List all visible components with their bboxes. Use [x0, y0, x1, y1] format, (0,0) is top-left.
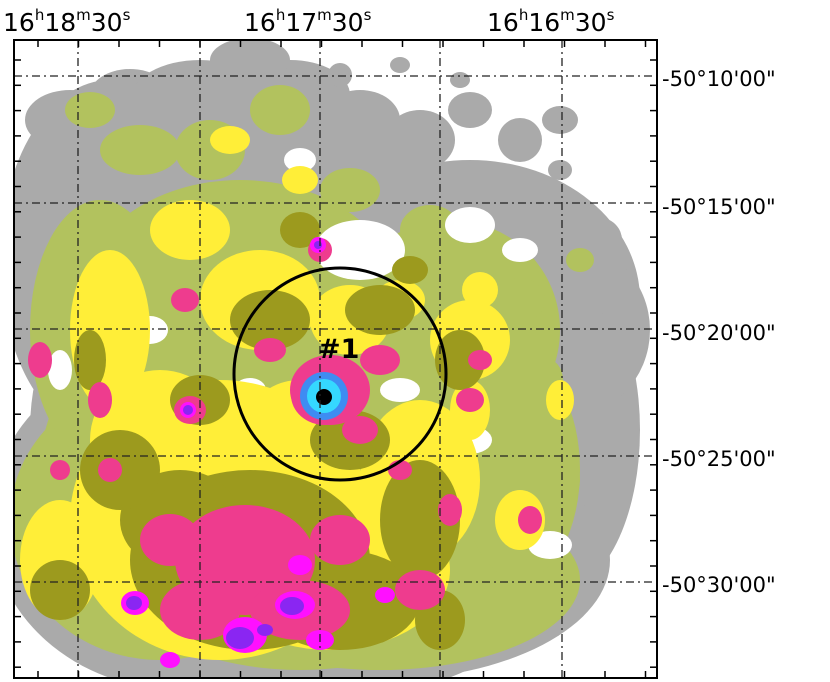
- emission-blob: [226, 627, 254, 649]
- emission-blob: [288, 555, 312, 575]
- emission-blob: [282, 166, 318, 194]
- emission-blob: [310, 515, 370, 565]
- emission-blob: [314, 241, 322, 249]
- coordinate-grid: [14, 40, 657, 678]
- emission-blob: [450, 72, 470, 88]
- emission-blob: [150, 200, 230, 260]
- emission-blob: [250, 85, 310, 135]
- emission-blob: [456, 388, 484, 412]
- emission-blob: [315, 220, 405, 280]
- emission-blob: [400, 205, 460, 255]
- emission-blob: [470, 168, 530, 212]
- emission-blob: [385, 110, 455, 170]
- emission-blob: [542, 106, 578, 134]
- emission-blob: [230, 290, 310, 350]
- emission-blob: [284, 148, 316, 172]
- emission-blob: [280, 597, 304, 615]
- emission-blob: [395, 570, 445, 610]
- emission-blob: [390, 57, 410, 73]
- emission-blob: [328, 63, 352, 87]
- emission-blob: [100, 125, 180, 175]
- emission-blob: [88, 382, 112, 418]
- emission-blob: [375, 587, 395, 603]
- map-area: [14, 40, 657, 678]
- emission-blob: [48, 350, 72, 390]
- emission-blob: [566, 248, 594, 272]
- emission-blob: [460, 240, 500, 280]
- emission-blob: [540, 452, 580, 508]
- dec-label-2: -50°15'00": [662, 195, 776, 219]
- emission-blob: [280, 212, 320, 248]
- emission-blob: [518, 506, 542, 534]
- emission-blob: [126, 596, 142, 610]
- emission-blob: [392, 256, 428, 284]
- emission-blob: [502, 238, 538, 262]
- emission-blob: [445, 207, 495, 243]
- emission-blob: [460, 360, 580, 580]
- emission-blob: [580, 438, 620, 482]
- emission-blob: [257, 624, 273, 636]
- emission-blob: [462, 272, 498, 308]
- emission-blob: [345, 285, 415, 335]
- emission-blob: [468, 350, 492, 370]
- emission-blob: [320, 90, 400, 150]
- emission-blob: [316, 389, 332, 405]
- emission-blob: [28, 342, 52, 378]
- frame-ticks: [14, 40, 657, 678]
- emission-blob: [65, 92, 115, 128]
- emission-blob: [606, 366, 634, 394]
- emission-blob: [140, 514, 200, 566]
- ra-label-3: 16h16m30s: [487, 6, 615, 37]
- emission-blob: [20, 140, 60, 220]
- emission-blob: [30, 560, 90, 620]
- emission-blob: [342, 416, 378, 444]
- source-ring: [232, 266, 448, 482]
- emission-blob: [448, 92, 492, 128]
- emission-blob: [380, 378, 420, 402]
- ra-label-2: 16h17m30s: [244, 6, 372, 37]
- emission-blob: [50, 460, 70, 480]
- dec-label-3: -50°20'00": [662, 321, 776, 345]
- emission-blob: [592, 285, 628, 315]
- emission-blob: [171, 288, 199, 312]
- emission-blob: [160, 652, 180, 668]
- emission-blob: [210, 126, 250, 154]
- emission-blob: [98, 458, 122, 482]
- emission-blob: [320, 168, 380, 212]
- source-label: #1: [318, 334, 359, 365]
- dec-label-4: -50°25'00": [662, 447, 776, 471]
- emission-blob: [438, 494, 462, 526]
- emission-blob: [498, 118, 542, 162]
- ra-label-1: 16h18m30s: [3, 6, 131, 37]
- dec-label-5: -50°30'00": [662, 573, 776, 597]
- emission-blob: [210, 40, 290, 82]
- map-frame: [13, 39, 658, 679]
- emission-blob: [495, 278, 545, 322]
- dec-label-1: -50°10'00": [662, 67, 776, 91]
- emission-blob: [548, 160, 572, 180]
- emission-blob: [183, 405, 193, 415]
- emission-blob: [546, 380, 574, 420]
- emission-blob: [70, 250, 150, 410]
- emission-blob: [254, 338, 286, 362]
- emission-blob: [360, 345, 400, 375]
- emission-blob: [74, 330, 106, 390]
- emission-blob: [435, 330, 485, 390]
